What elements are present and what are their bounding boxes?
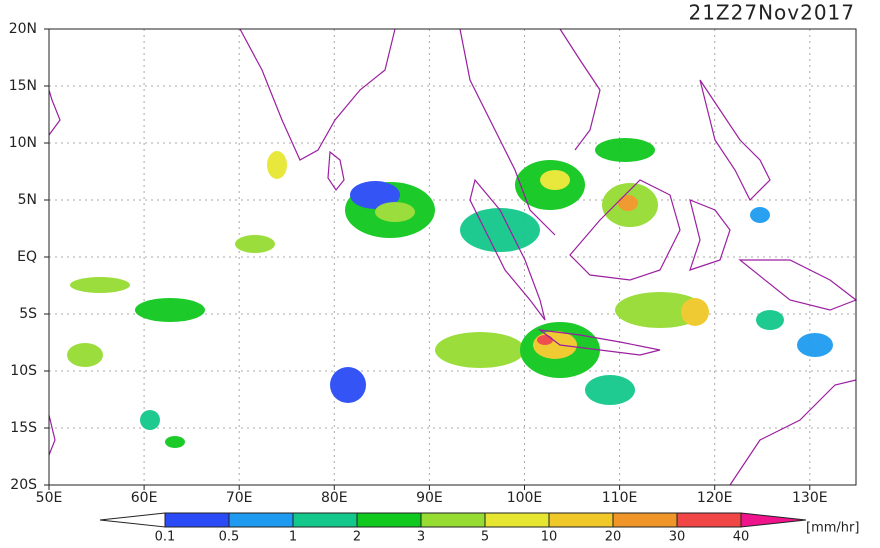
colorbar: 0.1 0.5 1 2 3 5 10 20 30 40 <box>99 512 807 545</box>
colorbar-label: 1 <box>289 530 297 545</box>
lat-label: 5S <box>19 306 37 322</box>
colorbar-box <box>292 512 358 528</box>
colorbar-label: 5 <box>481 530 489 545</box>
lat-label: 15N <box>9 78 37 94</box>
colorbar-box <box>676 512 742 528</box>
lon-label: 100E <box>507 490 543 506</box>
colorbar-label: 3 <box>417 530 425 545</box>
colorbar-label: 0.5 <box>219 530 240 545</box>
colorbar-box <box>548 512 614 528</box>
map-title: 21Z27Nov2017 <box>688 1 855 25</box>
lat-label: 10N <box>9 135 37 151</box>
coastlines <box>48 28 858 486</box>
lon-label: 120E <box>697 490 733 506</box>
lat-label: 15S <box>10 420 37 436</box>
colorbar-box <box>420 512 486 528</box>
lon-label: 110E <box>602 490 638 506</box>
colorbar-label: 20 <box>605 530 622 545</box>
lat-label: 20S <box>10 477 37 493</box>
colorbar-unit: [mm/hr] <box>806 521 859 536</box>
colorbar-box <box>356 512 422 528</box>
lon-label: 130E <box>792 490 828 506</box>
lat-label: 10S <box>10 363 37 379</box>
colorbar-label: 30 <box>669 530 686 545</box>
lat-label: EQ <box>17 249 37 265</box>
colorbar-box <box>612 512 678 528</box>
lon-label: 80E <box>321 490 348 506</box>
lon-label: 70E <box>226 490 253 506</box>
colorbar-box <box>484 512 550 528</box>
colorbar-over <box>740 512 807 528</box>
lat-label: 20N <box>9 21 37 37</box>
lon-label: 90E <box>416 490 443 506</box>
colorbar-label: 2 <box>353 530 361 545</box>
colorbar-label: 0.1 <box>155 530 176 545</box>
lon-label: 60E <box>131 490 158 506</box>
rain-field <box>67 138 833 448</box>
lat-label: 5N <box>18 192 37 208</box>
colorbar-label: 40 <box>733 530 750 545</box>
lon-label: 50E <box>36 490 63 506</box>
colorbar-box <box>164 512 230 528</box>
colorbar-label: 10 <box>541 530 558 545</box>
colorbar-under <box>99 512 166 528</box>
colorbar-box <box>228 512 294 528</box>
